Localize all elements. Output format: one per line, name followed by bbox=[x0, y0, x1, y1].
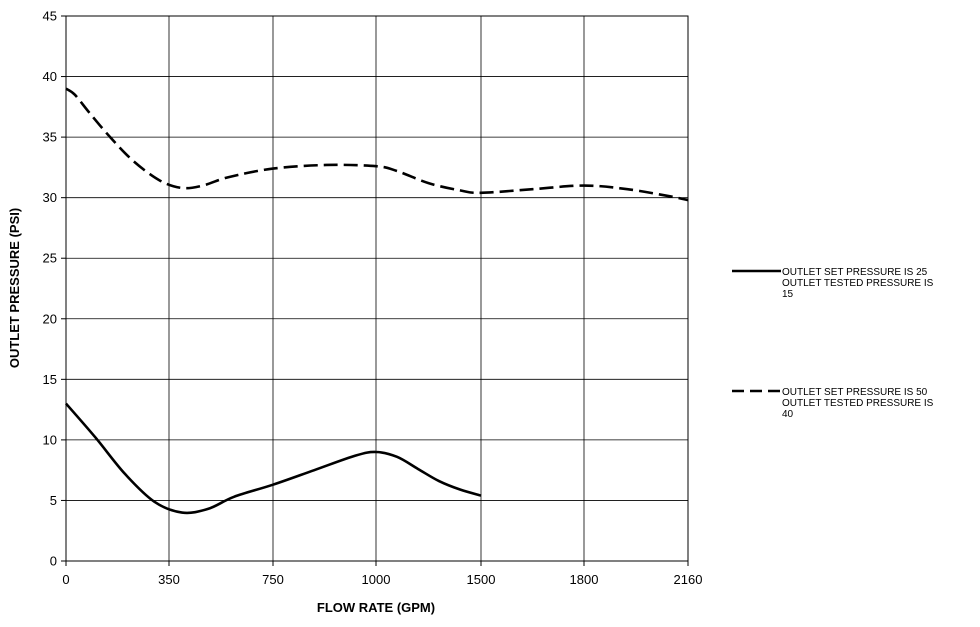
x-tick-label: 1800 bbox=[570, 572, 599, 587]
y-tick-label: 40 bbox=[43, 69, 57, 84]
y-tick-label: 5 bbox=[50, 493, 57, 508]
x-tick-label: 1000 bbox=[362, 572, 391, 587]
plot-frame bbox=[65, 15, 689, 562]
y-tick-label: 0 bbox=[50, 554, 57, 569]
y-axis-title: OUTLET PRESSURE (PSI) bbox=[7, 208, 22, 368]
y-axis-ticks: 0 5 10 15 20 25 30 35 40 45 bbox=[43, 9, 66, 569]
x-axis-title: FLOW RATE (GPM) bbox=[317, 600, 435, 615]
y-tick-label: 30 bbox=[43, 190, 57, 205]
y-tick-label: 25 bbox=[43, 251, 57, 266]
x-axis-ticks: 0 350 750 1000 1500 1800 2160 bbox=[62, 561, 702, 587]
x-tick-label: 2160 bbox=[674, 572, 703, 587]
legend-label-line: OUTLET TESTED PRESSURE IS bbox=[782, 398, 934, 409]
legend-label-line: OUTLET TESTED PRESSURE IS bbox=[782, 278, 934, 289]
series-line-1 bbox=[65, 402, 482, 515]
series-line-2 bbox=[65, 87, 689, 202]
y-tick-label: 45 bbox=[43, 9, 57, 24]
series-layer bbox=[65, 87, 689, 515]
y-tick-label: 20 bbox=[43, 311, 57, 326]
y-tick-label: 35 bbox=[43, 130, 57, 145]
y-tick-label: 10 bbox=[43, 432, 57, 447]
x-tick-label: 0 bbox=[62, 572, 69, 587]
y-tick-label: 15 bbox=[43, 372, 57, 387]
grid-lines bbox=[66, 16, 688, 561]
plot-area-border bbox=[65, 15, 689, 562]
x-tick-label: 350 bbox=[158, 572, 180, 587]
legend-label-line: OUTLET SET PRESSURE IS 50 bbox=[782, 387, 928, 398]
x-tick-label: 1500 bbox=[467, 572, 496, 587]
legend-label-line: 15 bbox=[782, 289, 794, 300]
legend-label-line: OUTLET SET PRESSURE IS 25 bbox=[782, 267, 928, 278]
legend-label-line: 40 bbox=[782, 409, 794, 420]
x-tick-label: 750 bbox=[262, 572, 284, 587]
